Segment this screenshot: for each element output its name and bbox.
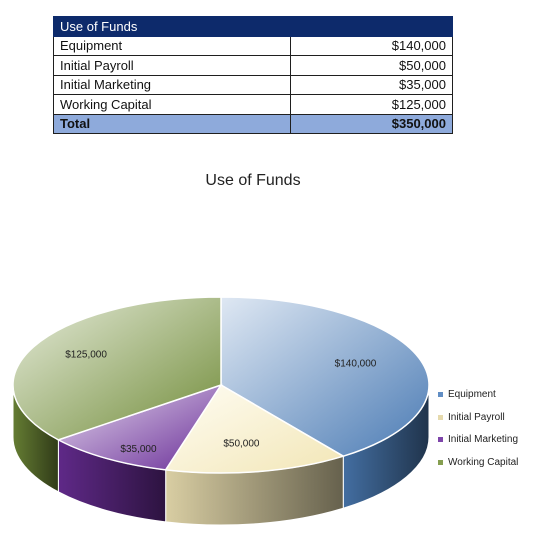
total-label: Total	[53, 113, 291, 134]
legend-item-equipment: Equipment	[438, 383, 518, 406]
pie-slice-initial-marketing	[56, 383, 223, 471]
legend-label: Initial Payroll	[448, 411, 505, 423]
legend-item-initial-marketing: Initial Marketing	[438, 428, 518, 451]
chart-title: Use of Funds	[205, 172, 301, 189]
row-amount: $125,000	[290, 94, 453, 115]
row-item: Initial Marketing	[53, 74, 291, 95]
legend-swatch	[438, 414, 443, 420]
table-row: Equipment $140,000	[53, 35, 453, 56]
table-total-row: Total $350,000	[53, 113, 453, 134]
legend-item-working-capital: Working Capital	[438, 451, 518, 474]
pie-slice-initial-payroll	[164, 383, 346, 474]
pie-slice-equipment	[220, 296, 430, 458]
chart-legend: Equipment Initial Payroll Initial Marketin…	[438, 383, 518, 474]
legend-item-initial-payroll: Initial Payroll	[438, 406, 518, 429]
row-item: Working Capital	[53, 94, 291, 115]
legend-label: Working Capital	[448, 456, 519, 468]
table-row: Working Capital $125,000	[53, 94, 453, 115]
pie-tops	[12, 296, 430, 474]
total-amount: $350,000	[290, 113, 453, 134]
legend-label: Equipment	[448, 388, 496, 400]
data-label-initial-marketing: $35,000	[120, 444, 157, 455]
legend-swatch	[438, 437, 443, 443]
data-label-equipment: $140,000	[335, 359, 377, 370]
data-label-working-capital: $125,000	[65, 350, 107, 361]
table-header-row: Use of Funds	[53, 16, 453, 37]
use-of-funds-table: Use of Funds Equipment $140,000 Initial …	[53, 16, 453, 134]
pie-data-labels: $140,000 $50,000 $35,000 $125,000	[65, 350, 377, 455]
table-header: Use of Funds	[53, 16, 453, 37]
data-label-initial-payroll: $50,000	[223, 439, 260, 450]
legend-swatch	[438, 459, 443, 465]
pie-slice-working-capital	[12, 296, 222, 441]
legend-label: Initial Marketing	[448, 434, 519, 446]
legend-swatch	[438, 391, 443, 397]
row-item: Equipment	[53, 35, 291, 56]
